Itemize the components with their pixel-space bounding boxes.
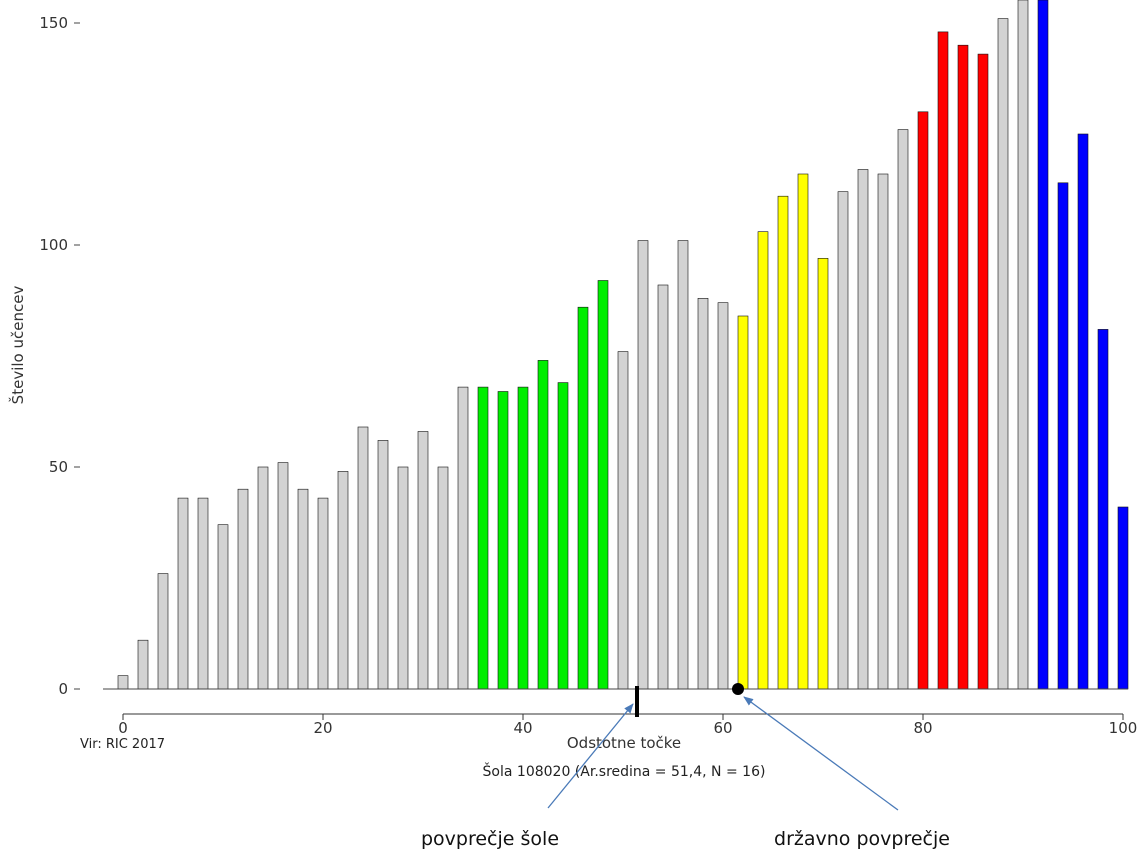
bar (977, 53, 989, 690)
bar (757, 231, 769, 690)
annotation-arrows (547, 696, 899, 811)
bar (517, 386, 529, 690)
bar (597, 280, 609, 690)
bar (297, 488, 309, 690)
bar (257, 466, 269, 690)
x-tick-label: 80 (913, 719, 932, 737)
bar (317, 497, 329, 690)
bar (217, 524, 229, 690)
y-tick-label: 100 (39, 236, 68, 254)
bar (117, 675, 129, 690)
bar (737, 315, 749, 690)
y-axis: 0 50 100 150 (39, 14, 80, 698)
x-tick-label: 60 (713, 719, 732, 737)
y-tick-label: 50 (49, 458, 68, 476)
bar (917, 111, 929, 690)
bar (817, 257, 829, 690)
bar (357, 426, 369, 690)
bar (777, 195, 789, 690)
chart-subtitle: Šola 108020 (Ar.sredina = 51,4, N = 16) (483, 762, 766, 780)
bar (897, 129, 909, 690)
x-axis-label: Odstotne točke (567, 734, 681, 752)
bar (637, 240, 649, 690)
bar (1017, 0, 1029, 690)
bar (177, 497, 189, 690)
bar (657, 284, 669, 690)
y-tick-label: 0 (58, 680, 68, 698)
bar (497, 391, 509, 690)
bar (1117, 506, 1129, 690)
x-tick-label: 100 (1109, 719, 1138, 737)
bar (277, 462, 289, 690)
school-mean-arrow (547, 703, 634, 809)
bar (157, 573, 169, 690)
bar (1037, 0, 1049, 690)
bar (837, 191, 849, 690)
school-mean-callout: povprečje šole (421, 828, 559, 850)
bar (677, 240, 689, 690)
bar (577, 306, 589, 690)
x-tick-label: 0 (118, 719, 128, 737)
bar (537, 360, 549, 690)
bar (457, 386, 469, 690)
bar (997, 18, 1009, 690)
x-tick-label: 40 (513, 719, 532, 737)
national-mean-callout: državno povprečje (774, 828, 950, 850)
bar (1097, 329, 1109, 690)
bar (477, 386, 489, 690)
national-mean-arrow (743, 696, 899, 811)
bar (957, 44, 969, 690)
bar (877, 173, 889, 690)
school-mean-marker (635, 686, 639, 717)
bar (697, 297, 709, 690)
bar (797, 173, 809, 690)
bar (1057, 182, 1069, 690)
bar (937, 31, 949, 690)
source-note: Vir: RIC 2017 (80, 737, 165, 752)
y-axis-label: Število učencev (8, 286, 27, 405)
y-tick-label: 150 (39, 14, 68, 32)
x-axis: 0 20 40 60 80 100 (118, 713, 1138, 737)
bar (557, 382, 569, 690)
bar (417, 431, 429, 690)
bar (1077, 133, 1089, 690)
bar (377, 440, 389, 690)
bar (617, 351, 629, 690)
bars-group (117, 0, 1129, 690)
bar (857, 169, 869, 690)
bar (337, 471, 349, 690)
bar (397, 466, 409, 690)
bar (197, 497, 209, 690)
x-tick-label: 20 (313, 719, 332, 737)
bar (237, 488, 249, 690)
bar (717, 302, 729, 690)
bar (137, 639, 149, 690)
national-mean-marker (732, 683, 744, 695)
bar (437, 466, 449, 690)
